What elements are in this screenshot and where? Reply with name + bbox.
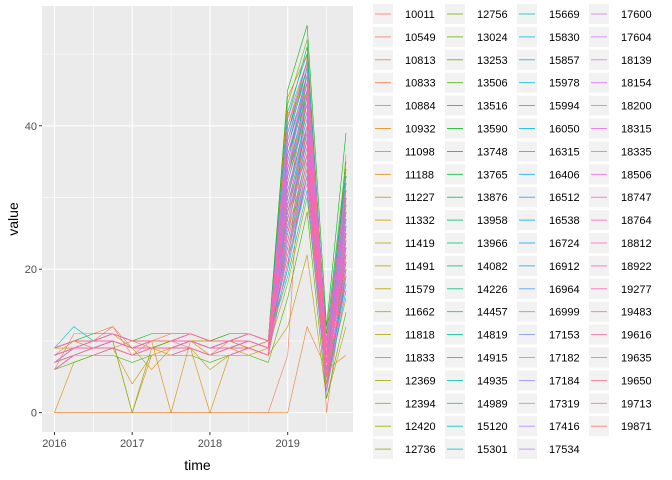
legend-label-10884: 10884: [405, 101, 436, 113]
legend-label-11662: 11662: [405, 307, 435, 319]
series-lines: [54, 25, 347, 413]
legend-label-15830: 15830: [549, 32, 580, 44]
legend-label-17416: 17416: [549, 421, 580, 433]
legend-label-17153: 17153: [549, 330, 580, 342]
legend-label-19635: 19635: [621, 353, 652, 365]
legend-label-10833: 10833: [405, 78, 436, 90]
x-tick-label: 2016: [42, 438, 66, 450]
y-tick-label: 20: [25, 264, 37, 276]
legend-label-15669: 15669: [549, 9, 580, 21]
x-tick-label: 2019: [275, 438, 299, 450]
legend-label-11818: 11818: [405, 330, 435, 342]
legend-label-10011: 10011: [405, 9, 435, 21]
legend-label-18812: 18812: [621, 238, 652, 250]
legend-label-17182: 17182: [549, 353, 580, 365]
legend: 10011 10549 10813 10833 10884 10932 11098 11188…: [373, 4, 652, 460]
legend-label-18335: 18335: [621, 146, 652, 158]
legend-label-13516: 13516: [477, 101, 508, 113]
legend-label-18154: 18154: [621, 78, 652, 90]
x-tick-label: 2017: [120, 438, 144, 450]
legend-label-15120: 15120: [477, 421, 508, 433]
legend-label-12369: 12369: [405, 375, 436, 387]
legend-label-19650: 19650: [621, 375, 652, 387]
legend-label-12394: 12394: [405, 398, 436, 410]
legend-label-13765: 13765: [477, 169, 508, 181]
legend-label-12420: 12420: [405, 421, 436, 433]
legend-label-16999: 16999: [549, 307, 580, 319]
legend-label-14226: 14226: [477, 284, 508, 296]
legend-label-10813: 10813: [405, 55, 436, 67]
legend-label-12736: 12736: [405, 444, 436, 456]
series-line-13506: [54, 211, 347, 399]
series-line-19635: [54, 111, 347, 370]
legend-label-13506: 13506: [477, 78, 508, 90]
legend-label-19277: 19277: [621, 284, 652, 296]
legend-label-15994: 15994: [549, 101, 580, 113]
legend-label-14989: 14989: [477, 398, 508, 410]
legend-label-10932: 10932: [405, 124, 436, 136]
legend-label-18315: 18315: [621, 124, 652, 136]
legend-label-19616: 19616: [621, 330, 652, 342]
legend-label-12756: 12756: [477, 9, 508, 21]
legend-label-18200: 18200: [621, 101, 652, 113]
y-tick-label: 0: [31, 408, 37, 420]
y-axis-title: value: [5, 202, 21, 236]
legend-label-14915: 14915: [477, 353, 508, 365]
y-axis: 0 20 40: [25, 121, 42, 420]
legend-label-11579: 11579: [405, 284, 435, 296]
legend-label-13024: 13024: [477, 32, 508, 44]
legend-label-11332: 11332: [405, 215, 435, 227]
y-tick-label: 40: [25, 121, 37, 133]
legend-label-15857: 15857: [549, 55, 580, 67]
legend-label-17600: 17600: [621, 9, 652, 21]
legend-label-16406: 16406: [549, 169, 580, 181]
legend-label-17184: 17184: [549, 375, 580, 387]
legend-label-18506: 18506: [621, 169, 652, 181]
legend-label-13958: 13958: [477, 215, 508, 227]
legend-label-11833: 11833: [405, 353, 435, 365]
x-axis: 2016 2017 2018 2019: [42, 432, 300, 450]
legend-label-16912: 16912: [549, 261, 580, 273]
legend-label-16724: 16724: [549, 238, 580, 250]
legend-label-17534: 17534: [549, 444, 580, 456]
legend-label-17604: 17604: [621, 32, 652, 44]
series-line-19713: [54, 68, 347, 349]
series-line-19871: [54, 168, 347, 385]
legend-label-11419: 11419: [405, 238, 435, 250]
plot-panel: [42, 6, 353, 432]
legend-label-13748: 13748: [477, 146, 508, 158]
legend-label-19483: 19483: [621, 307, 652, 319]
legend-label-19713: 19713: [621, 398, 652, 410]
legend-label-16538: 16538: [549, 215, 580, 227]
legend-label-18922: 18922: [621, 261, 652, 273]
legend-label-16512: 16512: [549, 192, 580, 204]
series-line-10884: [54, 326, 347, 413]
legend-label-11098: 11098: [405, 146, 435, 158]
legend-label-11491: 11491: [405, 261, 435, 273]
legend-label-11188: 11188: [405, 169, 434, 181]
legend-label-15978: 15978: [549, 78, 580, 90]
legend-label-13590: 13590: [477, 124, 508, 136]
legend-label-16050: 16050: [549, 124, 580, 136]
legend-label-18764: 18764: [621, 215, 652, 227]
legend-label-18139: 18139: [621, 55, 652, 67]
legend-label-14082: 14082: [477, 261, 508, 273]
x-axis-title: time: [184, 457, 211, 473]
legend-label-16315: 16315: [549, 146, 580, 158]
legend-label-19871: 19871: [621, 421, 652, 433]
legend-label-15301: 15301: [477, 444, 508, 456]
legend-label-14819: 14819: [477, 330, 508, 342]
x-tick-label: 2018: [198, 438, 222, 450]
legend-label-18747: 18747: [621, 192, 652, 204]
legend-label-14935: 14935: [477, 375, 508, 387]
legend-label-16964: 16964: [549, 284, 580, 296]
legend-label-10549: 10549: [405, 32, 436, 44]
legend-label-13253: 13253: [477, 55, 508, 67]
legend-label-14457: 14457: [477, 307, 508, 319]
legend-label-11227: 11227: [405, 192, 435, 204]
legend-label-13876: 13876: [477, 192, 508, 204]
legend-label-13966: 13966: [477, 238, 508, 250]
legend-label-17319: 17319: [549, 398, 580, 410]
